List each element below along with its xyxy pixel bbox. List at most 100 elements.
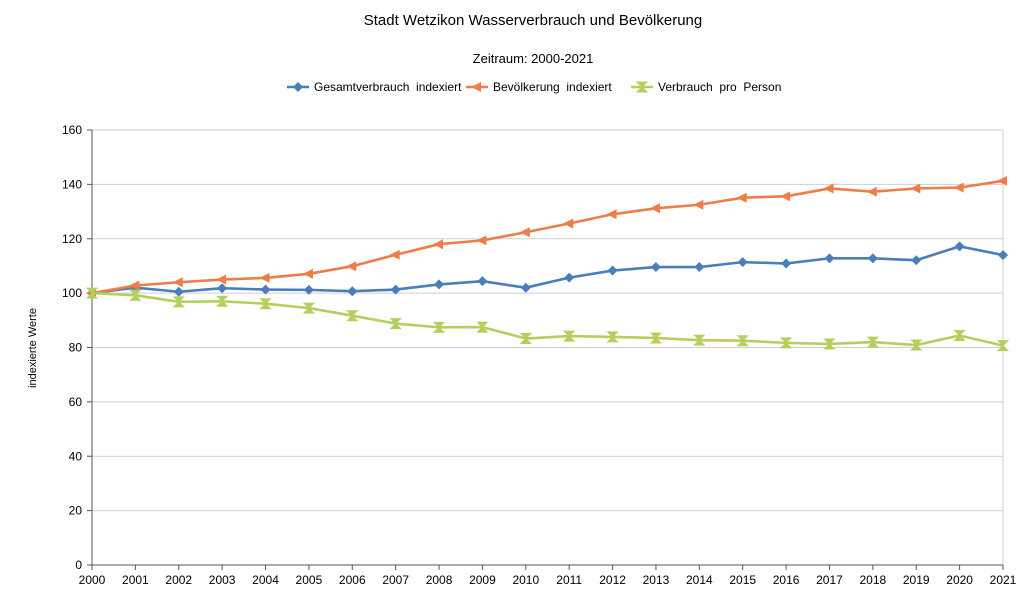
data-point <box>389 249 400 260</box>
data-point <box>781 258 792 269</box>
data-point <box>911 255 922 266</box>
data-point <box>649 332 663 344</box>
series-line <box>91 291 1004 347</box>
y-tick-label: 160 <box>62 123 82 137</box>
data-point <box>390 284 401 295</box>
x-tick-label: 2003 <box>209 573 236 587</box>
data-point <box>259 272 270 283</box>
data-point <box>649 203 660 214</box>
data-point <box>780 191 791 202</box>
y-tick-label: 140 <box>62 177 82 191</box>
x-tick-label: 2015 <box>729 573 756 587</box>
data-point <box>693 199 704 210</box>
data-point <box>346 261 357 272</box>
data-point <box>996 340 1010 352</box>
data-point <box>650 262 661 273</box>
data-point <box>476 321 489 333</box>
legend: Gesamtverbrauch indexiert Bevölkerung ind… <box>287 80 781 94</box>
data-point <box>997 175 1007 186</box>
data-point <box>910 183 921 194</box>
x-tick-label: 2011 <box>556 573 582 587</box>
data-point <box>477 276 488 287</box>
chart-subtitle: Zeitraum: 2000-2021 <box>473 51 594 66</box>
legend-marker <box>635 81 649 93</box>
data-point <box>260 284 271 295</box>
data-point <box>129 289 142 301</box>
data-point <box>215 295 229 307</box>
x-tick-label: 2010 <box>512 573 539 587</box>
y-tick-label: 100 <box>62 286 82 300</box>
x-tick-label: 2018 <box>860 573 887 587</box>
data-point <box>519 333 533 345</box>
x-tick-label: 2008 <box>426 573 453 587</box>
gridlines <box>92 129 1003 512</box>
y-tick-label: 60 <box>69 395 83 409</box>
legend-label: Bevölkerung indexiert <box>493 80 612 94</box>
x-tick-label: 2017 <box>816 573 843 587</box>
data-point <box>389 318 402 330</box>
y-tick-label: 0 <box>75 558 82 572</box>
data-point <box>607 265 618 276</box>
x-tick-label: 2009 <box>469 573 496 587</box>
x-tick-label: 2000 <box>79 573 106 587</box>
data-point <box>563 218 574 229</box>
data-point <box>998 250 1008 261</box>
x-tick-label: 2004 <box>252 573 279 587</box>
y-tick-label: 120 <box>62 232 82 246</box>
data-point <box>606 331 619 343</box>
data-point <box>476 235 487 246</box>
data-point <box>347 286 358 297</box>
data-point <box>953 182 964 193</box>
data-point <box>866 336 880 348</box>
data-point <box>606 209 617 220</box>
legend-label: Verbrauch pro Person <box>658 80 781 94</box>
legend-item: Gesamtverbrauch indexiert <box>287 80 462 94</box>
data-point <box>216 274 227 285</box>
series-group <box>85 175 1010 352</box>
data-point <box>693 334 706 346</box>
data-point <box>562 330 576 342</box>
y-tick-label: 80 <box>69 341 83 355</box>
y-tick-label: 40 <box>69 449 83 463</box>
data-point <box>433 239 444 250</box>
y-axis-ticks: 0 20 40 60 80 100 120 140 160 <box>62 123 92 572</box>
x-tick-label: 2016 <box>773 573 800 587</box>
data-point <box>519 227 530 238</box>
data-point <box>694 262 705 273</box>
x-tick-label: 2005 <box>296 573 323 587</box>
legend-marker <box>471 82 481 92</box>
data-point <box>823 338 836 350</box>
series-1 <box>87 241 1008 299</box>
legend-label: Gesamtverbrauch indexiert <box>314 80 462 94</box>
data-point <box>779 337 793 349</box>
data-point <box>953 330 966 342</box>
x-tick-label: 2014 <box>686 573 713 587</box>
data-point <box>866 186 877 197</box>
x-tick-label: 2012 <box>599 573 626 587</box>
legend-marker <box>293 82 303 92</box>
data-point <box>346 310 359 322</box>
data-point <box>564 272 575 283</box>
data-point <box>520 282 531 293</box>
x-tick-label: 2006 <box>339 573 366 587</box>
series-2 <box>86 175 1007 299</box>
x-tick-label: 2013 <box>643 573 670 587</box>
x-tick-label: 2021 <box>990 573 1017 587</box>
x-axis-ticks: 2000 2001 2002 2003 2004 2005 2006 2007 2008 2009… <box>79 565 1017 587</box>
data-point <box>823 183 834 194</box>
data-point <box>172 296 185 308</box>
data-point <box>910 339 923 351</box>
series-line <box>91 179 1004 295</box>
data-point <box>85 287 99 299</box>
data-point <box>737 257 748 268</box>
x-tick-label: 2002 <box>165 573 192 587</box>
x-tick-label: 2019 <box>903 573 930 587</box>
data-point <box>129 280 140 291</box>
data-point <box>302 302 316 314</box>
data-point <box>173 286 184 297</box>
data-point <box>824 253 835 264</box>
series-line <box>91 245 1004 295</box>
data-point <box>303 284 314 295</box>
data-point <box>217 283 228 294</box>
